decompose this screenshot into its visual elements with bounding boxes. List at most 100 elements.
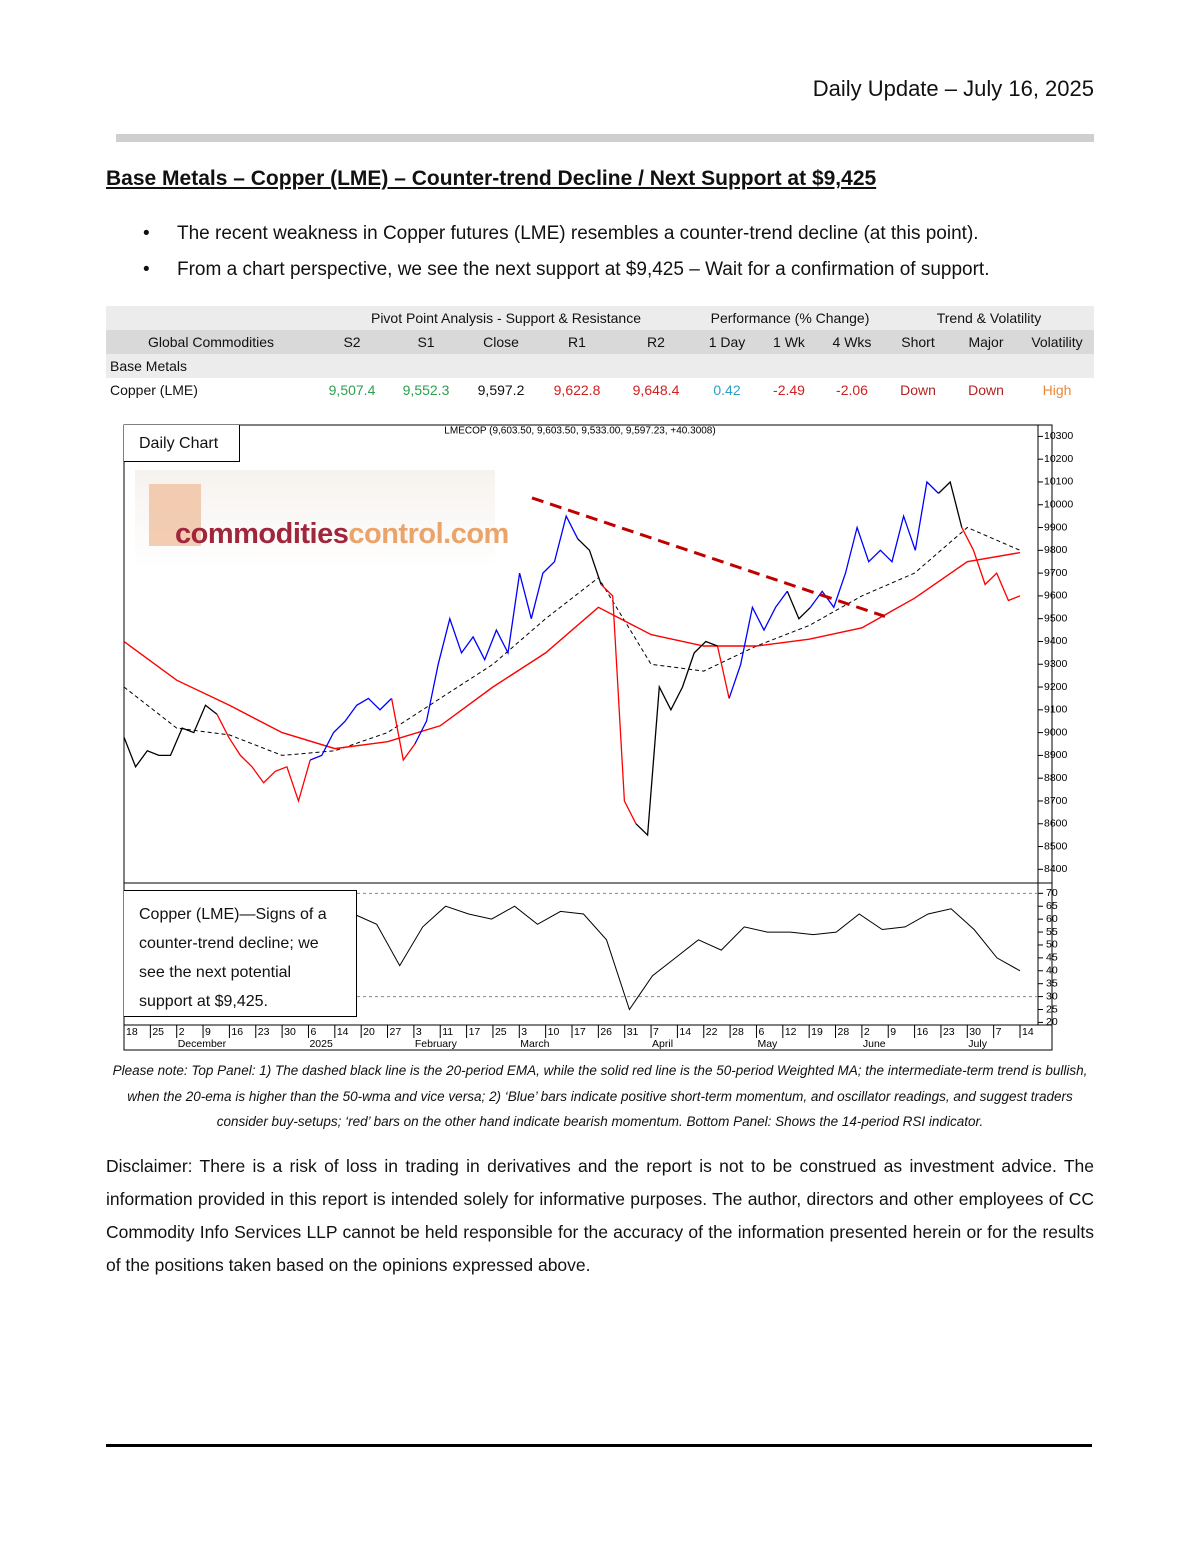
x-tick-label: 14 [1022,1026,1034,1038]
x-month-label: May [757,1038,778,1050]
group-header: Pivot Point Analysis - Support & Resista… [316,306,696,330]
section-row: Base Metals [106,354,1094,378]
y-tick-label: 9400 [1044,635,1068,647]
x-tick-label: 9 [205,1026,211,1038]
x-month-label: April [652,1038,673,1050]
rsi-tick-label: 70 [1046,887,1058,899]
cell: -2.06 [836,382,868,398]
watermark-part: commodities [175,518,349,550]
column-header: R2 [616,330,696,354]
cell: 9,622.8 [553,382,601,398]
x-tick-label: 14 [337,1026,349,1038]
price-line [216,714,311,804]
rsi-tick-label: 40 [1046,965,1058,977]
rsi-tick-label: 50 [1046,939,1058,951]
cell: Down [968,382,1004,398]
rsi-tick-label: 45 [1046,952,1058,964]
disclaimer: Disclaimer: There is a risk of loss in t… [106,1156,1094,1275]
chart-note: Please note: Top Panel: 1) The dashed bl… [112,1063,1088,1129]
bullet: • From a chart perspective, we see the ne… [143,259,990,280]
x-tick-label: 23 [943,1026,955,1038]
column-header: Major [952,330,1020,354]
price-line [390,698,416,762]
bullet-text: From a chart perspective, we see the nex… [177,259,990,280]
x-tick-label: 19 [811,1026,823,1038]
x-tick-label: 28 [732,1026,744,1038]
cell: Down [900,382,936,398]
column-header: Global Commodities [106,330,316,354]
header-row: Global Commodities S2 S1 Close R1 R2 1 D… [106,330,1094,354]
x-tick-label: 2 [179,1026,185,1038]
y-tick-label: 9500 [1044,612,1068,624]
rsi-line [353,905,1021,1011]
group-header: Trend & Volatility [884,306,1094,330]
chart-header: LMECOP (9,603.50, 9,603.50, 9,533.00, 9,… [444,426,715,437]
footer-rule [106,1444,1092,1447]
watermark-text: commoditiescontrol.com [175,518,509,551]
x-tick-label: 17 [574,1026,586,1038]
column-header: 4 Wks [820,330,884,354]
price-line [635,640,718,837]
x-tick-label: 30 [284,1026,296,1038]
x-tick-label: 6 [758,1026,764,1038]
x-tick-label: 2 [864,1026,870,1038]
wma-line [123,551,1021,750]
y-tick-label: 9700 [1044,567,1068,579]
chart: LMECOP (9,603.50, 9,603.50, 9,533.00, 9,… [123,424,1073,1051]
x-tick-label: 3 [416,1026,422,1038]
group-header: Performance (% Change) [696,306,884,330]
price-line [961,527,1021,602]
price-line [786,591,811,620]
column-header: R1 [538,330,616,354]
x-tick-label: 3 [521,1026,527,1038]
rsi-tick-label: 30 [1046,990,1058,1002]
x-tick-label: 10 [548,1026,560,1038]
price-line [716,645,730,699]
y-tick-label: 8600 [1044,818,1068,830]
column-header: 1 Wk [758,330,820,354]
report-date: Daily Update – July 16, 2025 [812,76,1094,101]
x-tick-label: 9 [890,1026,896,1038]
x-tick-label: 22 [706,1026,718,1038]
price-line [309,697,393,761]
rsi-tick-label: 25 [1046,1003,1058,1015]
rsi-tick-label: 65 [1046,900,1058,912]
title: Base Metals – Copper (LME) – Counter-tre… [106,167,877,190]
rsi-tick-label: 55 [1046,926,1058,938]
y-tick-label: 9000 [1044,726,1068,738]
section-label: Base Metals [106,354,1094,378]
logo-icon [149,484,201,546]
rsi-tick-label: 20 [1046,1016,1058,1028]
cell: 0.42 [713,382,741,398]
cell: 9,507.4 [328,382,376,398]
price-line [414,514,579,745]
cell: 9,648.4 [632,382,680,398]
x-tick-label: 7 [653,1026,659,1038]
y-tick-label: 9600 [1044,590,1068,602]
x-tick-label: 16 [917,1026,929,1038]
x-month-label: July [968,1038,987,1050]
y-tick-label: 8700 [1044,795,1068,807]
x-month-label: December [178,1038,227,1050]
y-tick-label: 10300 [1044,430,1073,442]
bullet-text: The recent weakness in Copper futures (L… [177,223,979,244]
price-line [600,584,637,825]
column-header: Close [464,330,538,354]
y-tick-label: 9100 [1044,704,1068,716]
column-header: S1 [388,330,464,354]
x-tick-label: 14 [679,1026,691,1038]
x-month-label: February [415,1038,458,1050]
cell: -2.49 [773,382,805,398]
rsi-note: Copper (LME)—Signs of a counter-trend de… [124,890,357,1017]
cell: Copper (LME) [110,382,198,398]
trendline [531,496,886,618]
x-tick-label: 28 [838,1026,850,1038]
y-tick-label: 8400 [1044,863,1068,875]
y-tick-label: 9200 [1044,681,1068,693]
x-tick-label: 27 [390,1026,402,1038]
x-tick-label: 25 [495,1026,507,1038]
column-header: Volatility [1020,330,1094,354]
watermark-part: control.com [348,518,509,550]
x-tick-label: 7 [996,1026,1002,1038]
